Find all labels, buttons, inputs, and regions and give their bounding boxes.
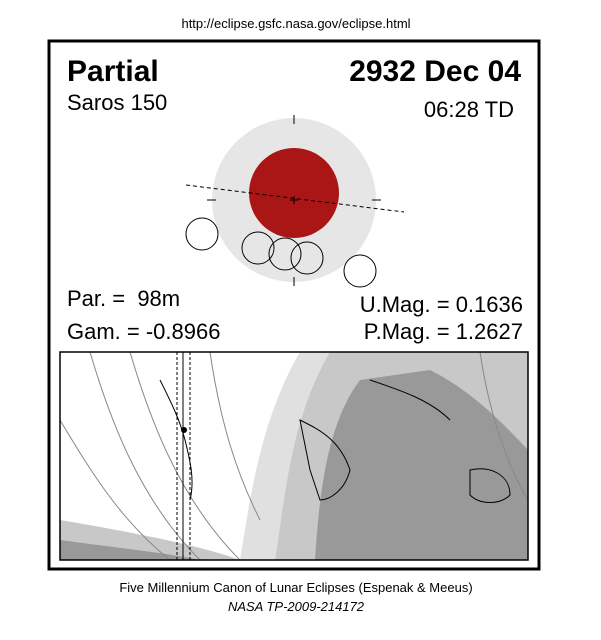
eclipse-type: Partial [67, 55, 159, 88]
pmag: P.Mag. = 1.2627 [364, 319, 523, 344]
eclipse-date: 2932 Dec 04 [349, 55, 521, 88]
moon-path [185, 184, 405, 213]
gam: Gam. = -0.8966 [67, 319, 220, 344]
umbra [249, 148, 339, 238]
eclipse-diagram [185, 115, 405, 288]
visibility-map [59, 351, 529, 561]
par: Par. = 98m [67, 286, 180, 311]
footer-reference: NASA TP-2009-214172 [228, 599, 365, 614]
moon-positions [185, 217, 377, 288]
time: 06:28 TD [424, 97, 514, 122]
umag: U.Mag. = 0.1636 [360, 292, 523, 317]
source-url: http://eclipse.gsfc.nasa.gov/eclipse.htm… [181, 16, 410, 31]
saros: Saros 150 [67, 90, 167, 115]
ticks [207, 115, 381, 286]
footer-credit: Five Millennium Canon of Lunar Eclipses … [119, 580, 472, 595]
frame [47, 39, 541, 571]
